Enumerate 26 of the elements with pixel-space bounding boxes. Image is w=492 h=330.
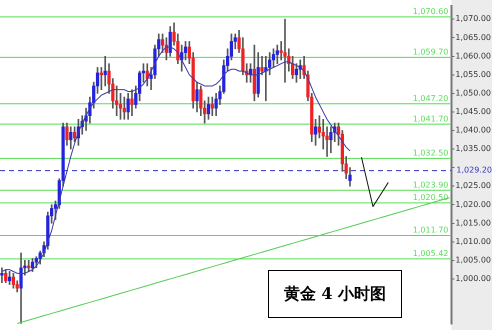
candlestick bbox=[283, 18, 287, 83]
ref-line-label: 1,005.42 bbox=[412, 248, 448, 258]
ref-line-label: 1,041.70 bbox=[412, 114, 448, 124]
y-tick-label: 1,000.00 bbox=[455, 274, 491, 284]
y-tick-label: 1,060.00 bbox=[455, 51, 491, 60]
y-tick-label: 1,010.00 bbox=[455, 236, 491, 246]
ref-line-label: 1,011.70 bbox=[412, 226, 448, 235]
y-tick-label: 1,025.00 bbox=[455, 181, 491, 190]
y-tick-label: 1,070.00 bbox=[455, 14, 491, 24]
ref-line-label: 1,029.20 bbox=[456, 166, 492, 175]
ref-line-label: 1,032.50 bbox=[412, 148, 448, 158]
ref-line-label: 1,020.50 bbox=[412, 192, 448, 202]
ref-line-label: 1,070.60 bbox=[412, 7, 448, 16]
ref-line-label: 1,059.70 bbox=[412, 47, 448, 56]
y-tick-label: 1,065.00 bbox=[455, 32, 491, 42]
ref-line-label: 1,023.90 bbox=[412, 180, 448, 190]
annotation: 黄金 4 小时图 bbox=[268, 270, 402, 318]
y-tick-label: 1,035.00 bbox=[455, 144, 491, 154]
y-tick-label: 1,050.00 bbox=[455, 88, 491, 98]
y-tick-label: 1,040.00 bbox=[455, 126, 491, 135]
y-tick-label: 1,020.00 bbox=[455, 200, 491, 209]
y-tick-label: 1,005.00 bbox=[455, 255, 491, 264]
ref-line-label: 1,047.20 bbox=[412, 94, 448, 103]
y-tick-label: 1,055.00 bbox=[455, 70, 491, 79]
y-tick-label: 1,045.00 bbox=[455, 107, 491, 116]
y-tick-label: 1,015.00 bbox=[455, 218, 491, 228]
